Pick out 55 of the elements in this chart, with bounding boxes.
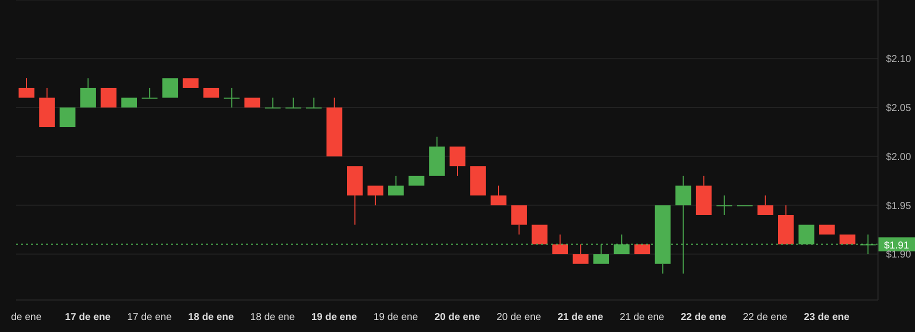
ref-line-label: $1.91 [884,240,910,252]
candlestick [470,166,486,196]
candlestick [18,78,34,98]
candlestick [552,234,568,254]
x-tick-label: 19 de ene [311,312,358,323]
candlestick [368,186,384,206]
candlestick [634,244,650,254]
candlestick [757,194,774,215]
candlestick [326,97,342,156]
candlestick [306,97,322,108]
candlestick [572,244,589,264]
x-tick-label: 19 de ene [373,312,418,323]
y-tick-label: $2.05 [886,103,912,114]
x-tick-label: 18 de ene [188,312,234,323]
x-tick-label: 23 de ene [804,312,850,323]
candlestick [244,98,260,108]
x-tick-label: 17 de ene [127,312,172,323]
x-tick-label: 22 de ene [680,312,727,323]
candlestick [696,175,712,215]
candlestick [100,88,116,108]
y-tick-label: $1.90 [886,250,912,261]
candlestick [285,97,302,108]
candlestick [347,166,363,226]
candlestick [121,98,137,108]
candlestick [532,224,548,244]
candlestick [60,107,76,128]
candlestick [142,87,158,99]
x-tick-label: 21 de ene [620,312,665,323]
y-tick-label: $2.10 [886,54,912,66]
candlestick [203,88,220,98]
y-tick-label: $1.95 [886,200,912,212]
candlestick [429,136,445,176]
y-tick-label: $2.00 [886,152,912,163]
x-tick-label: 18 de ene [250,312,296,323]
candlestick [819,224,835,235]
candlestick [450,146,466,176]
candlestick [182,78,199,88]
candlestick [162,78,178,98]
candlestick [224,87,240,108]
candlestick [840,234,856,244]
candlestick [80,78,96,108]
candlestick [778,204,794,244]
x-tick-label: 20 de ene [434,312,480,323]
candlestick [511,205,527,236]
x-tick-label: 17 de ene [65,312,112,323]
x-tick-label: 22 de ene [742,312,788,323]
candlestick [716,194,732,216]
candlestick [490,185,506,206]
x-tick-label: 20 de ene [496,312,542,323]
candlestick [264,97,281,108]
candlestick [388,175,404,196]
x-tick-label: de ene [10,312,42,323]
x-tick-label: 21 de ene [558,312,604,323]
candlestick [408,176,424,186]
candlestick [39,87,55,128]
